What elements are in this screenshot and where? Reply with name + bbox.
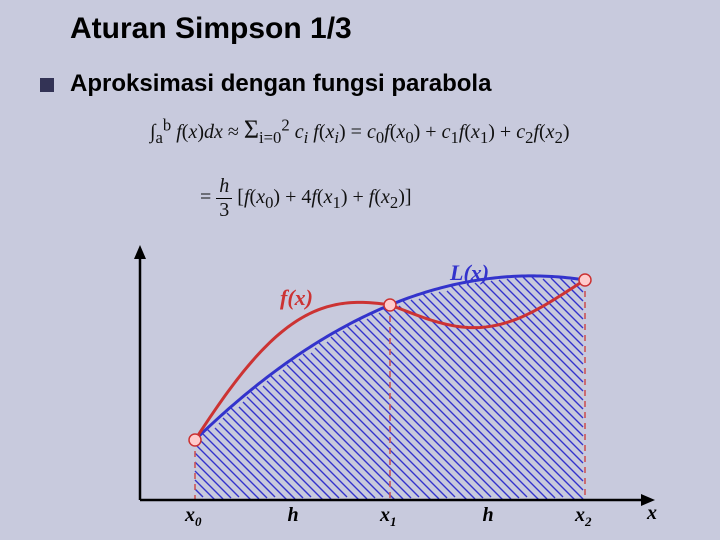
- simpson-chart: f(x) L(x) x0 h x1 h x2 x: [80, 240, 660, 520]
- page-title: Aturan Simpson 1/3: [70, 12, 352, 46]
- fx-label: f(x): [280, 285, 313, 311]
- chart-svg: [80, 240, 660, 520]
- x2-label: x2: [575, 504, 592, 530]
- bullet-icon: [40, 78, 54, 92]
- h1-label: h: [288, 504, 299, 527]
- h2-label: h: [483, 504, 494, 527]
- subtitle: Aproksimasi dengan fungsi parabola: [70, 70, 491, 98]
- lx-label: L(x): [450, 260, 489, 286]
- formula-line-2: = h3 [f(x0) + 4f(x1) + f(x2)]: [200, 175, 412, 222]
- x0-label: x0: [185, 504, 202, 530]
- formula-line-1: ∫ab f(x)dx ≈ Σi=02 ci f(xi) = c0f(x0) + …: [150, 115, 570, 148]
- x-axis-label: x: [647, 502, 657, 525]
- x1-label: x1: [380, 504, 397, 530]
